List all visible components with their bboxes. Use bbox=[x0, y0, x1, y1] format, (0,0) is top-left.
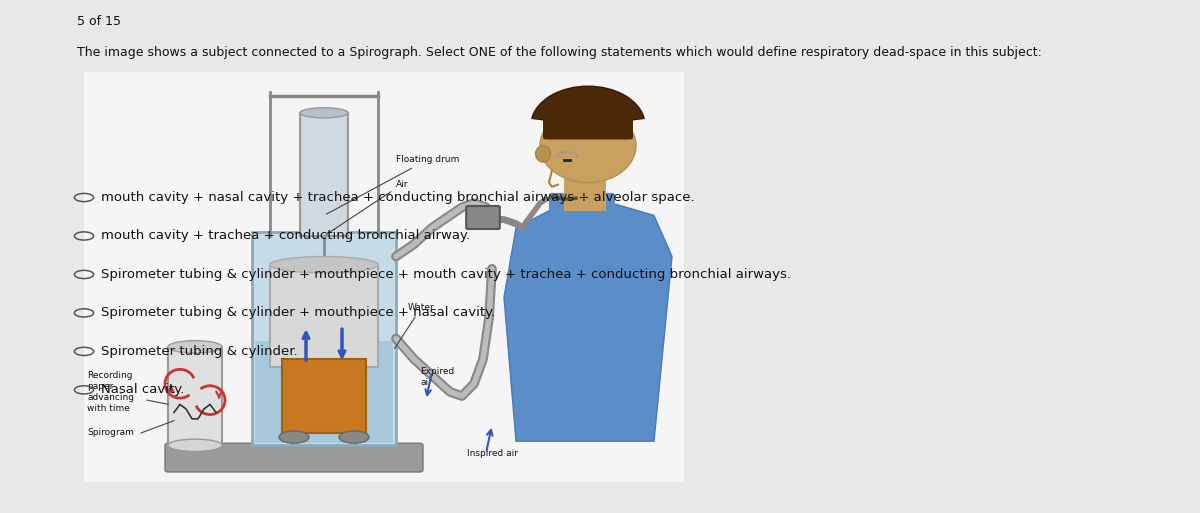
FancyBboxPatch shape bbox=[467, 206, 500, 229]
FancyBboxPatch shape bbox=[544, 111, 634, 140]
Text: Air: Air bbox=[326, 180, 408, 234]
Ellipse shape bbox=[168, 341, 222, 353]
Text: Recording
paper
advancing
with time: Recording paper advancing with time bbox=[88, 371, 134, 413]
Text: Floating drum: Floating drum bbox=[326, 155, 460, 214]
Text: Spirometer tubing & cylinder.: Spirometer tubing & cylinder. bbox=[101, 345, 298, 358]
FancyBboxPatch shape bbox=[168, 347, 222, 445]
Wedge shape bbox=[532, 86, 644, 125]
FancyBboxPatch shape bbox=[252, 232, 396, 445]
Text: mouth cavity + trachea + conducting bronchial airway.: mouth cavity + trachea + conducting bron… bbox=[101, 229, 470, 243]
Ellipse shape bbox=[300, 108, 348, 118]
FancyBboxPatch shape bbox=[256, 341, 394, 443]
Ellipse shape bbox=[340, 431, 370, 443]
Text: Spirometer tubing & cylinder + mouthpiece + nasal cavity.: Spirometer tubing & cylinder + mouthpiec… bbox=[101, 306, 496, 320]
Ellipse shape bbox=[270, 256, 378, 273]
FancyBboxPatch shape bbox=[282, 359, 366, 433]
Ellipse shape bbox=[535, 146, 551, 162]
Ellipse shape bbox=[168, 439, 222, 451]
Text: 5 of 15: 5 of 15 bbox=[77, 15, 121, 28]
Text: Spirometer tubing & cylinder + mouthpiece + mouth cavity + trachea + conducting : Spirometer tubing & cylinder + mouthpiec… bbox=[101, 268, 791, 281]
FancyBboxPatch shape bbox=[270, 265, 378, 367]
FancyBboxPatch shape bbox=[166, 443, 424, 472]
Text: Expired
air: Expired air bbox=[420, 367, 455, 387]
Text: The image shows a subject connected to a Spirograph. Select ONE of the following: The image shows a subject connected to a… bbox=[77, 46, 1043, 59]
Text: Nasal cavity.: Nasal cavity. bbox=[101, 383, 184, 397]
Text: Inspired air: Inspired air bbox=[467, 448, 517, 458]
Text: Spirogram: Spirogram bbox=[88, 428, 134, 438]
Text: mouth cavity + nasal cavity + trachea + conducting bronchial airways + alveolar : mouth cavity + nasal cavity + trachea + … bbox=[101, 191, 695, 204]
Polygon shape bbox=[504, 203, 672, 441]
FancyBboxPatch shape bbox=[564, 179, 606, 211]
Ellipse shape bbox=[280, 431, 310, 443]
Ellipse shape bbox=[540, 109, 636, 183]
FancyBboxPatch shape bbox=[550, 193, 616, 230]
Text: Water: Water bbox=[395, 303, 434, 348]
FancyBboxPatch shape bbox=[84, 72, 684, 482]
FancyBboxPatch shape bbox=[300, 113, 348, 236]
